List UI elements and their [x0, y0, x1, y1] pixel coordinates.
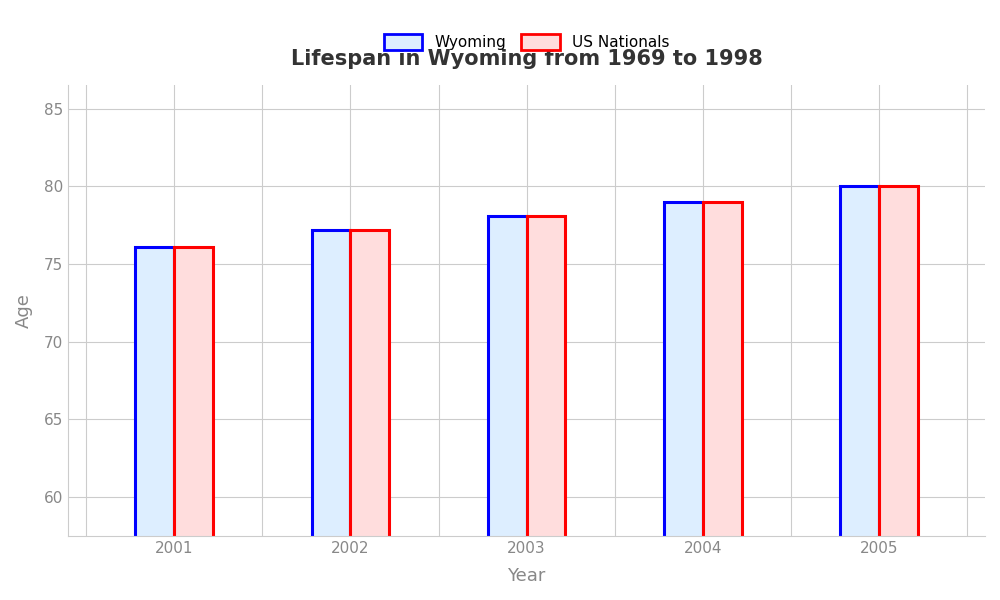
Bar [664, 202, 703, 600]
Y-axis label: Age: Age [15, 293, 33, 328]
Bar [350, 230, 389, 600]
Title: Lifespan in Wyoming from 1969 to 1998: Lifespan in Wyoming from 1969 to 1998 [291, 49, 763, 68]
Bar [879, 187, 918, 600]
X-axis label: Year: Year [507, 567, 546, 585]
Bar [312, 230, 350, 600]
Bar [527, 216, 565, 600]
Bar [174, 247, 213, 600]
Legend: Wyoming, US Nationals: Wyoming, US Nationals [384, 34, 669, 50]
Bar [703, 202, 742, 600]
Bar [135, 247, 174, 600]
Bar [840, 187, 879, 600]
Bar [488, 216, 527, 600]
